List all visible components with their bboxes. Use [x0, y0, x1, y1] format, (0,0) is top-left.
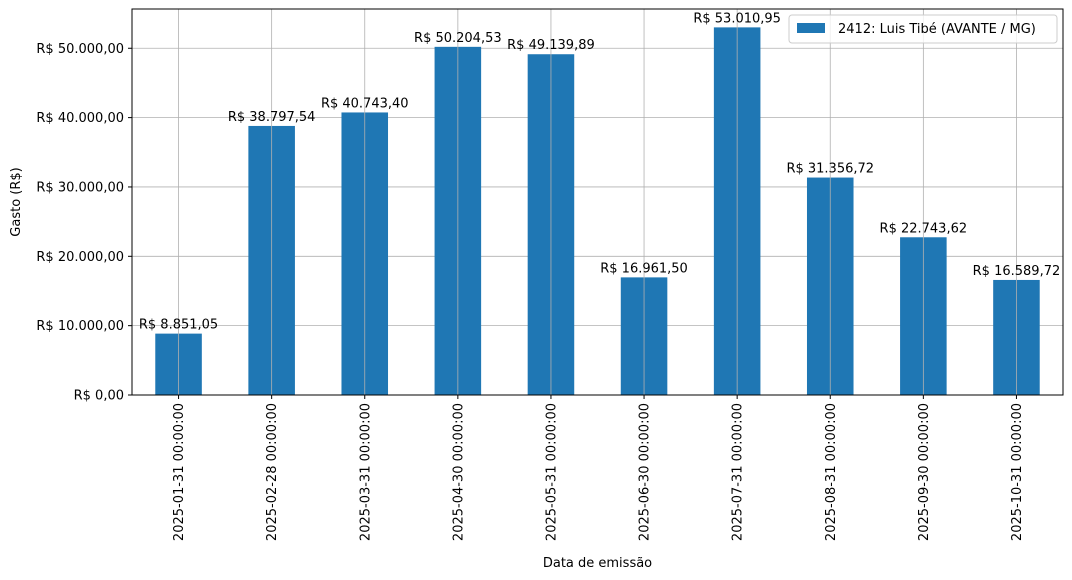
- bars: [155, 27, 1040, 396]
- x-axis-ticks: 2025-01-31 00:00:00 2025-02-28 00:00:00 20…: [172, 395, 1025, 541]
- y-axis-ticks: R$ 0,00 R$ 10.000,00 R$ 20.000,00 R$ 30.000…: [36, 42, 132, 404]
- y-tick-label: R$ 50.000,00: [36, 42, 124, 57]
- x-tick-label: 2025-02-28 00:00:00: [265, 403, 280, 541]
- y-tick-label: R$ 10.000,00: [36, 319, 124, 334]
- data-label: R$ 16.961,50: [600, 261, 688, 276]
- data-label: R$ 40.743,40: [321, 96, 409, 111]
- x-tick-label: 2025-07-31 00:00:00: [731, 403, 746, 541]
- y-axis-label: Gasto (R$): [9, 167, 24, 236]
- data-label: R$ 50.204,53: [414, 31, 502, 46]
- data-label: R$ 8.851,05: [139, 318, 218, 333]
- x-tick-label: 2025-03-31 00:00:00: [358, 403, 373, 541]
- x-axis-label: Data de emissão: [543, 556, 652, 571]
- legend-label: 2412: Luis Tibé (AVANTE / MG): [838, 22, 1036, 37]
- x-tick-label: 2025-06-30 00:00:00: [638, 403, 653, 541]
- legend-swatch: [797, 23, 825, 33]
- vertical-grid-lines: [178, 9, 1017, 395]
- legend-box: [788, 14, 1058, 44]
- y-tick-label: R$ 30.000,00: [36, 180, 124, 195]
- data-label: R$ 49.139,89: [507, 38, 595, 53]
- data-label: R$ 38.797,54: [228, 110, 316, 125]
- x-tick-label: 2025-10-31 00:00:00: [1010, 403, 1025, 541]
- x-tick-label: 2025-01-31 00:00:00: [172, 403, 187, 541]
- x-tick-label: 2025-04-30 00:00:00: [451, 403, 466, 541]
- plot-frame: [131, 8, 1064, 396]
- x-tick-label: 2025-08-31 00:00:00: [824, 403, 839, 541]
- data-label: R$ 31.356,72: [786, 162, 874, 177]
- data-label: R$ 53.010,95: [693, 11, 781, 26]
- y-tick-label: R$ 40.000,00: [36, 111, 124, 126]
- x-tick-label: 2025-05-31 00:00:00: [544, 403, 559, 541]
- data-label: R$ 22.743,62: [880, 221, 968, 236]
- data-label: R$ 16.589,72: [973, 264, 1061, 279]
- x-tick-label: 2025-09-30 00:00:00: [917, 403, 932, 541]
- legend: 2412: Luis Tibé (AVANTE / MG): [788, 14, 1058, 44]
- data-labels: R$ 8.851,05 R$ 38.797,54 R$ 40.743,40 R$ 50…: [139, 11, 1060, 332]
- y-tick-label: R$ 20.000,00: [36, 250, 124, 265]
- y-tick-label: R$ 0,00: [74, 389, 124, 404]
